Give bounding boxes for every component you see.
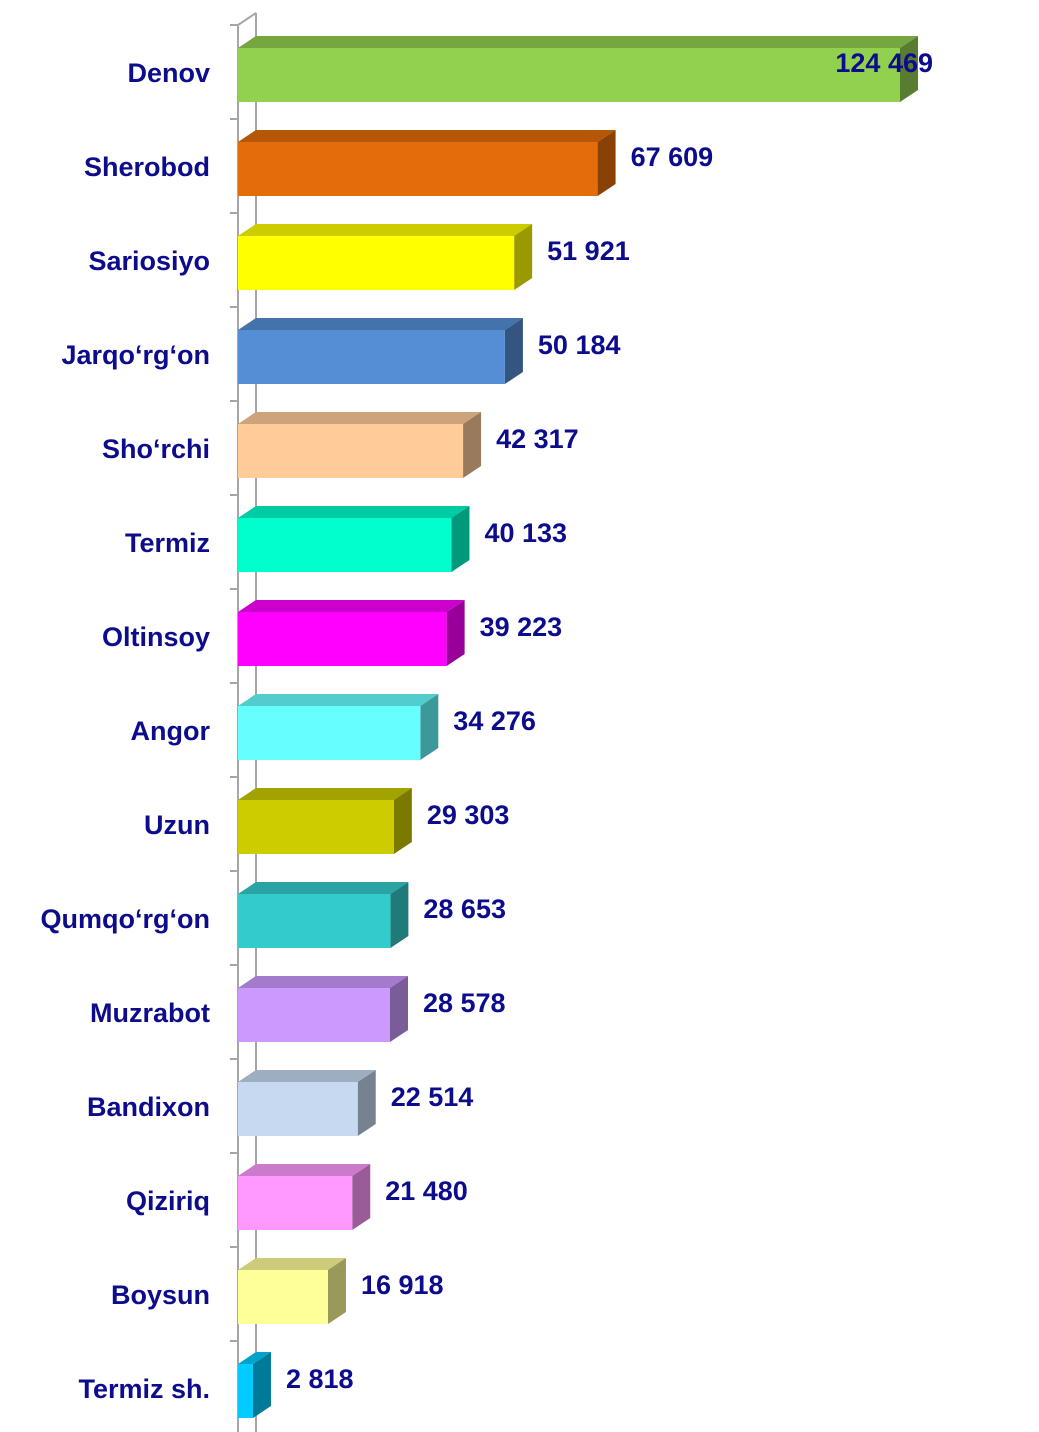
bar-side	[451, 506, 470, 572]
value-label: 16 918	[361, 1270, 444, 1300]
axis-top	[237, 12, 257, 26]
bar-side	[420, 694, 439, 760]
bar-top	[238, 882, 409, 894]
value-label: 51 921	[547, 236, 630, 266]
value-label: 67 609	[631, 142, 714, 172]
value-label: 39 223	[480, 612, 563, 642]
category-label: Sherobod	[84, 152, 210, 182]
category-label: Oltinsoy	[102, 622, 210, 652]
bar	[238, 694, 439, 760]
value-label: 50 184	[538, 330, 621, 360]
bar	[238, 600, 465, 666]
category-label: Qiziriq	[126, 1186, 210, 1216]
bar	[238, 1352, 271, 1418]
value-label: 2 818	[286, 1364, 354, 1394]
bar-side	[900, 36, 918, 102]
bar-front	[238, 330, 505, 384]
bar	[238, 412, 482, 478]
bar-side	[463, 412, 482, 478]
value-label: 28 578	[423, 988, 506, 1018]
bar-side	[389, 976, 408, 1042]
bar-top	[238, 976, 408, 988]
bar	[238, 882, 409, 948]
bar-top	[238, 694, 439, 706]
bar	[238, 1070, 376, 1136]
bar	[238, 130, 616, 196]
bar-top	[238, 1352, 271, 1364]
bar-top	[238, 506, 470, 518]
bar-front	[238, 894, 391, 948]
bar-side	[393, 788, 412, 854]
bar	[238, 318, 523, 384]
category-label: Denov	[127, 58, 210, 88]
bar	[238, 1258, 346, 1324]
bar-top	[238, 36, 918, 48]
category-label: Jarqo‘rg‘on	[61, 340, 210, 370]
bar-front	[238, 706, 421, 760]
bar-top	[238, 1164, 371, 1176]
bar-top	[238, 600, 465, 612]
bar	[238, 976, 408, 1042]
bar-top	[238, 788, 412, 800]
bar-front	[238, 1082, 358, 1136]
bar-front	[238, 142, 598, 196]
value-label: 29 303	[427, 800, 510, 830]
category-label: Uzun	[144, 810, 210, 840]
bar-side	[390, 882, 409, 948]
category-label: Termiz sh.	[78, 1374, 210, 1404]
bar	[238, 224, 533, 290]
value-label: 40 133	[484, 518, 567, 548]
bar-front	[238, 1364, 253, 1418]
bar-top	[238, 130, 616, 142]
bar-front	[238, 988, 390, 1042]
bar-front	[238, 518, 452, 572]
bar-top	[238, 1258, 346, 1270]
bar-side	[327, 1258, 346, 1324]
category-label: Qumqo‘rg‘on	[41, 904, 210, 934]
bar-side	[514, 224, 533, 290]
value-label: 42 317	[496, 424, 579, 454]
category-label: Sho‘rchi	[102, 434, 210, 464]
value-label: 22 514	[391, 1082, 474, 1112]
category-label: Termiz	[125, 528, 210, 558]
category-label: Sariosiyo	[88, 246, 210, 276]
category-label: Bandixon	[87, 1092, 210, 1122]
bar-front	[238, 236, 515, 290]
bar	[238, 788, 412, 854]
bar-top	[238, 318, 523, 330]
bar-front	[238, 1270, 328, 1324]
bar-top	[238, 224, 533, 236]
bar	[238, 506, 470, 572]
bar-front	[238, 48, 900, 102]
bar-front	[238, 612, 447, 666]
bar-side	[352, 1164, 371, 1230]
bar-side	[597, 130, 616, 196]
bar-side	[252, 1352, 271, 1418]
bar-side	[357, 1070, 376, 1136]
bar-front	[238, 1176, 353, 1230]
bar-side	[504, 318, 523, 384]
category-label: Muzrabot	[90, 998, 210, 1028]
value-label: 21 480	[385, 1176, 468, 1206]
bar-side	[446, 600, 465, 666]
bar	[238, 36, 918, 102]
bar-top	[238, 1070, 376, 1082]
bar-top	[238, 412, 482, 424]
bar-front	[238, 424, 464, 478]
category-label: Angor	[131, 716, 211, 746]
value-label: 124 469	[835, 48, 933, 78]
category-label: Boysun	[111, 1280, 210, 1310]
value-label: 28 653	[423, 894, 506, 924]
bar	[238, 1164, 371, 1230]
bar-front	[238, 800, 394, 854]
value-label: 34 276	[453, 706, 536, 736]
